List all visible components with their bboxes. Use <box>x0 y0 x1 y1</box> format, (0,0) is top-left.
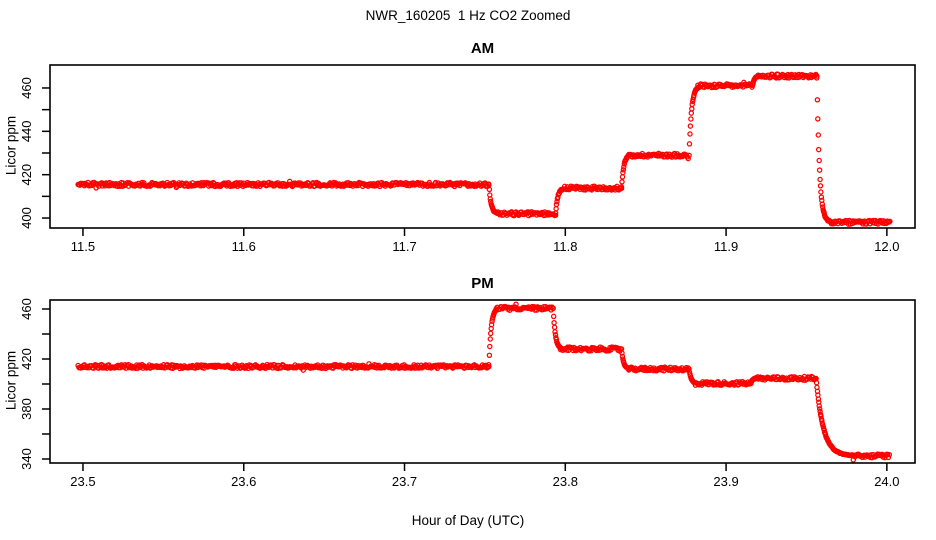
am-x-tick-label: 11.5 <box>71 239 95 254</box>
pm-plot-box <box>49 299 916 464</box>
pm-x-tick-label: 23.8 <box>553 474 578 489</box>
am-y-tick-label: 400 <box>19 207 34 229</box>
pm-x-tick-label: 23.9 <box>713 474 738 489</box>
am-panel: 11.5 11.6 11.7 11.8 11.9 12.0 400 420 440 460 <box>19 64 916 254</box>
pm-data-points <box>75 301 893 463</box>
pm-y-tick-label: 380 <box>19 398 34 420</box>
am-y-tick-label: 460 <box>19 77 34 99</box>
figure-title: NWR_160205 1 Hz CO2 Zoomed <box>365 8 571 23</box>
am-x-tick-label: 11.9 <box>714 239 738 254</box>
pm-x-tick-label: 24.0 <box>874 474 899 489</box>
x-axis-label: Hour of Day (UTC) <box>411 513 525 528</box>
pm-y-tick-label: 420 <box>19 348 34 370</box>
pm-panel: 23.5 23.6 23.7 23.8 23.9 24.0 340 380 420 460 <box>19 298 916 489</box>
am-x-tick-label: 12.0 <box>874 239 899 254</box>
am-plot-box <box>49 64 916 229</box>
pm-x-tick-label: 23.5 <box>70 474 95 489</box>
am-y-tick-label: 440 <box>19 120 34 142</box>
pm-x-tick-label: 23.7 <box>392 474 417 489</box>
pm-y-tick-label: 340 <box>19 448 34 470</box>
am-x-tick-label: 11.6 <box>232 239 256 254</box>
am-y-axis-label: Licor ppm <box>3 115 19 176</box>
pm-panel-title: PM <box>471 275 494 292</box>
am-x-tick-label: 11.7 <box>392 239 416 254</box>
am-x-tick-label: 11.8 <box>553 239 577 254</box>
am-data-points <box>75 71 893 227</box>
pm-y-tick-label: 460 <box>19 298 34 320</box>
pm-x-tick-label: 23.6 <box>231 474 256 489</box>
am-panel-title: AM <box>470 40 495 57</box>
am-y-tick-label: 420 <box>19 164 34 186</box>
pm-y-axis-label: Licor ppm <box>3 350 19 411</box>
